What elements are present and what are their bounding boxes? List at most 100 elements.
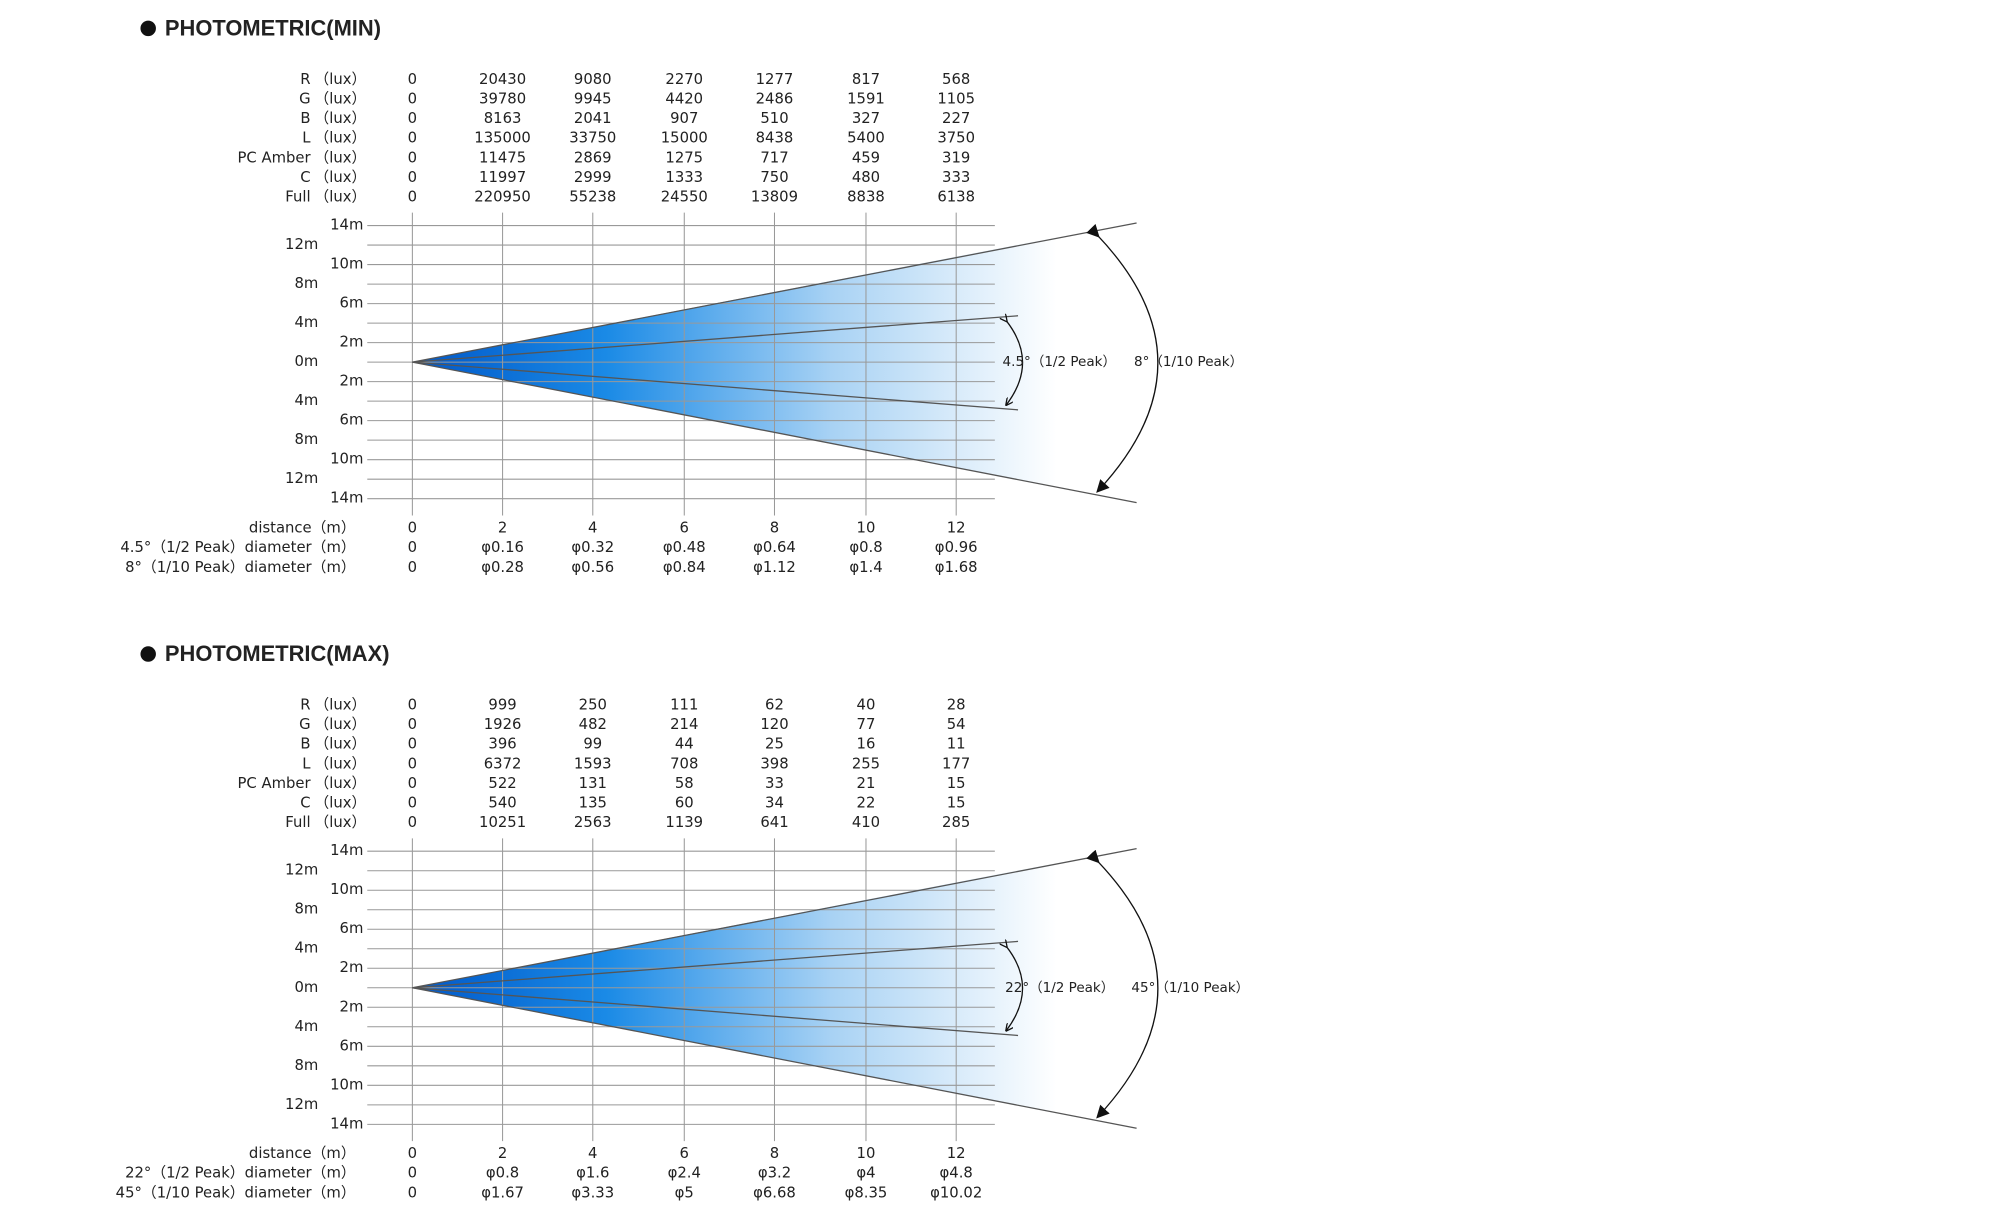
y-label: 14m	[330, 842, 363, 859]
lux-value: 11997	[479, 169, 526, 186]
angle-arc	[1086, 849, 1159, 1119]
lux-value: 25	[765, 736, 784, 753]
distance-label: distance（m）	[249, 519, 356, 536]
distance-value: 4	[588, 1145, 597, 1162]
row-unit: （lux）	[314, 755, 366, 772]
bullet	[140, 646, 156, 662]
lux-value: 40	[857, 697, 876, 714]
lux-value: 2270	[665, 71, 703, 88]
distance-value: φ3.2	[758, 1165, 791, 1182]
lux-value: 319	[942, 149, 970, 166]
row-label: R	[300, 697, 310, 714]
y-label: 2m	[340, 998, 364, 1015]
tenth-peak-label: 8°（1/10 Peak）	[1134, 354, 1243, 370]
lux-value: 3750	[937, 130, 975, 147]
beam-edge	[412, 847, 1137, 989]
distance-value: 10	[857, 1145, 876, 1162]
half-peak-label: 22°（1/2 Peak）	[1005, 980, 1114, 996]
distance-value: 12	[947, 1145, 966, 1162]
lux-value: 327	[852, 110, 880, 127]
y-label: 10m	[330, 881, 363, 898]
y-label: 6m	[340, 920, 364, 937]
lux-value: 6138	[937, 188, 975, 205]
lux-value: 1591	[847, 91, 885, 108]
row-unit: （lux）	[314, 814, 366, 831]
distance-value: φ1.12	[753, 559, 796, 576]
distance-value: 0	[408, 1165, 417, 1182]
distance-label: 8°（1/10 Peak）diameter（m）	[125, 559, 356, 576]
row-unit: （lux）	[314, 130, 366, 147]
lux-value: 39780	[479, 91, 526, 108]
distance-value: φ0.8	[486, 1165, 519, 1182]
lux-value: 214	[670, 716, 698, 733]
distance-value: φ1.68	[935, 559, 978, 576]
distance-value: φ10.02	[930, 1184, 982, 1201]
beam-edge	[412, 361, 1137, 504]
lux-value: 999	[488, 697, 516, 714]
lux-value: 750	[760, 169, 788, 186]
y-label: 10m	[330, 256, 363, 273]
distance-value: 10	[857, 519, 876, 536]
distance-value: φ0.48	[663, 539, 706, 556]
lux-value: 0	[408, 110, 417, 127]
lux-value: 1139	[665, 814, 703, 831]
lux-value: 2999	[574, 169, 612, 186]
beam-edge	[412, 361, 1019, 411]
distance-value: φ8.35	[845, 1184, 888, 1201]
lux-value: 6372	[484, 755, 522, 772]
y-label: 8m	[294, 275, 318, 292]
distance-value: φ4.8	[940, 1165, 973, 1182]
y-label: 0m	[294, 979, 318, 996]
distance-label: distance（m）	[249, 1145, 356, 1162]
lux-value: 522	[488, 775, 516, 792]
row-unit: （lux）	[314, 91, 366, 108]
lux-value: 0	[408, 795, 417, 812]
lux-value: 1926	[484, 716, 522, 733]
y-label: 10m	[330, 451, 363, 468]
beam-edge	[412, 940, 1019, 989]
lux-value: 15	[947, 775, 966, 792]
lux-value: 20430	[479, 71, 526, 88]
distance-value: 12	[947, 519, 966, 536]
y-label: 14m	[330, 217, 363, 234]
lux-value: 177	[942, 755, 970, 772]
y-label: 6m	[340, 412, 364, 429]
row-label: Full	[285, 188, 310, 205]
lux-value: 16	[857, 736, 876, 753]
photometric-section: PHOTOMETRIC(MIN)R （lux） 0 20430 9080 2270 1277…	[120, 15, 1243, 575]
angle-arc	[1006, 321, 1024, 405]
lux-value: 4420	[665, 91, 703, 108]
distance-value: φ0.28	[481, 559, 524, 576]
lux-value: 60	[675, 795, 694, 812]
lux-value: 459	[852, 149, 880, 166]
y-label: 4m	[294, 314, 318, 331]
y-label: 4m	[294, 940, 318, 957]
lux-value: 398	[760, 755, 788, 772]
distance-value: φ3.33	[571, 1184, 614, 1201]
lux-value: 220950	[474, 188, 531, 205]
distance-label: 4.5°（1/2 Peak）diameter（m）	[120, 539, 355, 556]
lux-value: 2041	[574, 110, 612, 127]
y-label: 12m	[285, 470, 318, 487]
lux-value: 8163	[484, 110, 522, 127]
lux-value: 0	[408, 697, 417, 714]
row-label: PC Amber	[237, 149, 311, 166]
row-unit: （lux）	[314, 110, 366, 127]
lux-value: 255	[852, 755, 880, 772]
distance-label: 22°（1/2 Peak）diameter（m）	[125, 1165, 356, 1182]
lux-value: 0	[408, 775, 417, 792]
y-label: 2m	[340, 334, 364, 351]
lux-value: 708	[670, 755, 698, 772]
row-label: G	[299, 716, 310, 733]
row-unit: （lux）	[314, 188, 366, 205]
angle-arc	[1006, 947, 1024, 1031]
distance-value: 8	[770, 1145, 779, 1162]
row-label: B	[300, 736, 310, 753]
lux-value: 111	[670, 697, 698, 714]
y-label: 14m	[330, 490, 363, 507]
distance-value: φ0.56	[571, 559, 614, 576]
lux-value: 410	[852, 814, 880, 831]
lux-value: 540	[488, 795, 516, 812]
lux-value: 2486	[756, 91, 794, 108]
lux-value: 11	[947, 736, 966, 753]
